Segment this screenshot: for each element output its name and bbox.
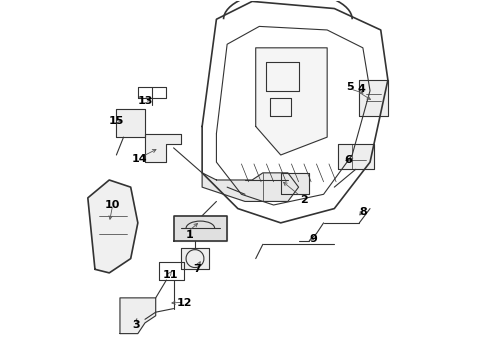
Text: 12: 12 xyxy=(176,298,192,308)
Polygon shape xyxy=(173,216,227,241)
Text: 10: 10 xyxy=(105,200,121,210)
Text: 2: 2 xyxy=(300,195,308,204)
Polygon shape xyxy=(281,173,309,194)
Polygon shape xyxy=(202,173,298,202)
Polygon shape xyxy=(256,48,327,155)
Text: 7: 7 xyxy=(193,264,200,274)
Text: 9: 9 xyxy=(309,234,317,244)
Polygon shape xyxy=(338,144,373,169)
Text: 15: 15 xyxy=(109,116,124,126)
Polygon shape xyxy=(117,109,145,137)
Text: 14: 14 xyxy=(132,154,147,163)
Text: 3: 3 xyxy=(132,320,140,330)
Text: 11: 11 xyxy=(162,270,178,280)
Text: 6: 6 xyxy=(344,156,352,165)
Text: 13: 13 xyxy=(137,96,153,107)
Polygon shape xyxy=(145,134,181,162)
Text: 4: 4 xyxy=(357,84,365,94)
Polygon shape xyxy=(181,248,209,269)
Polygon shape xyxy=(359,80,388,116)
Text: 5: 5 xyxy=(346,82,354,92)
Polygon shape xyxy=(88,180,138,273)
Text: 8: 8 xyxy=(359,207,367,217)
Text: 1: 1 xyxy=(186,230,194,240)
Polygon shape xyxy=(120,298,156,334)
